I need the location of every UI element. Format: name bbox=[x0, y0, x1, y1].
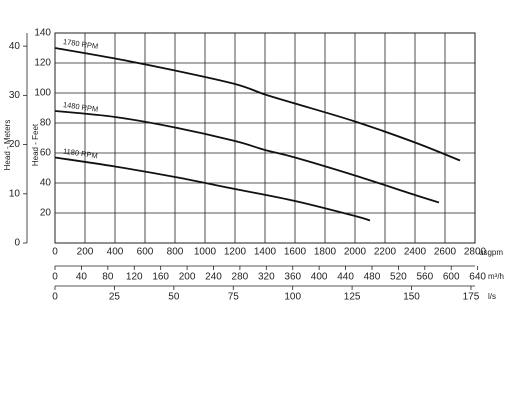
curve-label: 1180 RPM bbox=[62, 147, 98, 161]
x-tick-label: 1200 bbox=[224, 247, 247, 258]
secondary-tick-label: 50 bbox=[168, 292, 180, 303]
secondary-tick-label: 75 bbox=[228, 292, 240, 303]
y2-tick-label: 30 bbox=[9, 90, 21, 101]
y2-tick-label: 20 bbox=[9, 139, 21, 150]
secondary-axis-label: m³/h bbox=[488, 272, 504, 281]
pump-curve bbox=[54, 156, 371, 222]
x-tick-label: 800 bbox=[167, 247, 184, 258]
secondary-tick-label: 400 bbox=[311, 272, 328, 283]
y-tick-label: 20 bbox=[40, 208, 52, 219]
secondary-axis-label: l/s bbox=[488, 292, 496, 301]
y-tick-label: 60 bbox=[40, 148, 52, 159]
pump-curve bbox=[54, 47, 461, 162]
y2-tick-label: 40 bbox=[9, 41, 21, 52]
y2-tick-label: 0 bbox=[14, 238, 20, 249]
curve-label: 1780 RPM bbox=[62, 37, 98, 51]
secondary-tick-label: 120 bbox=[126, 272, 143, 283]
secondary-tick-label: 240 bbox=[205, 272, 222, 283]
secondary-tick-label: 25 bbox=[109, 292, 121, 303]
y-axis-label: Head - Feet bbox=[31, 123, 40, 166]
secondary-tick-label: 440 bbox=[337, 272, 354, 283]
secondary-tick-label: 560 bbox=[416, 272, 433, 283]
y2-tick-label: 10 bbox=[9, 188, 21, 199]
secondary-tick-label: 640 bbox=[469, 272, 486, 283]
y-tick-label: 100 bbox=[34, 88, 51, 99]
secondary-tick-label: 200 bbox=[179, 272, 196, 283]
y-tick-label: 120 bbox=[34, 58, 51, 69]
x-tick-label: 200 bbox=[77, 247, 94, 258]
x-axis-label: usgpm bbox=[479, 248, 503, 257]
y-tick-label: 40 bbox=[40, 178, 52, 189]
secondary-tick-label: 150 bbox=[403, 292, 420, 303]
x-tick-label: 1600 bbox=[284, 247, 307, 258]
secondary-tick-label: 125 bbox=[344, 292, 361, 303]
secondary-tick-label: 0 bbox=[52, 272, 58, 283]
x-tick-label: 2200 bbox=[374, 247, 397, 258]
secondary-tick-label: 600 bbox=[443, 272, 460, 283]
secondary-tick-label: 175 bbox=[463, 292, 480, 303]
secondary-tick-label: 520 bbox=[390, 272, 407, 283]
secondary-tick-label: 100 bbox=[284, 292, 301, 303]
y2-axis-label: Head - Meters bbox=[3, 120, 12, 171]
x-tick-label: 600 bbox=[137, 247, 154, 258]
x-tick-label: 1000 bbox=[194, 247, 217, 258]
secondary-tick-label: 0 bbox=[52, 292, 58, 303]
secondary-tick-label: 480 bbox=[364, 272, 381, 283]
x-tick-label: 2000 bbox=[344, 247, 367, 258]
y-tick-label: 80 bbox=[40, 118, 52, 129]
pump-curve bbox=[54, 110, 440, 204]
secondary-tick-label: 160 bbox=[152, 272, 169, 283]
y-tick-label: 140 bbox=[34, 28, 51, 39]
x-tick-label: 1800 bbox=[314, 247, 337, 258]
secondary-tick-label: 320 bbox=[258, 272, 275, 283]
secondary-tick-label: 80 bbox=[102, 272, 114, 283]
x-tick-label: 2600 bbox=[434, 247, 457, 258]
x-tick-label: 1400 bbox=[254, 247, 277, 258]
x-tick-label: 2800 bbox=[464, 247, 487, 258]
x-tick-label: 0 bbox=[52, 247, 58, 258]
secondary-tick-label: 40 bbox=[76, 272, 88, 283]
secondary-tick-label: 280 bbox=[232, 272, 249, 283]
secondary-tick-label: 360 bbox=[284, 272, 301, 283]
x-tick-label: 400 bbox=[107, 247, 124, 258]
x-tick-label: 2400 bbox=[404, 247, 427, 258]
